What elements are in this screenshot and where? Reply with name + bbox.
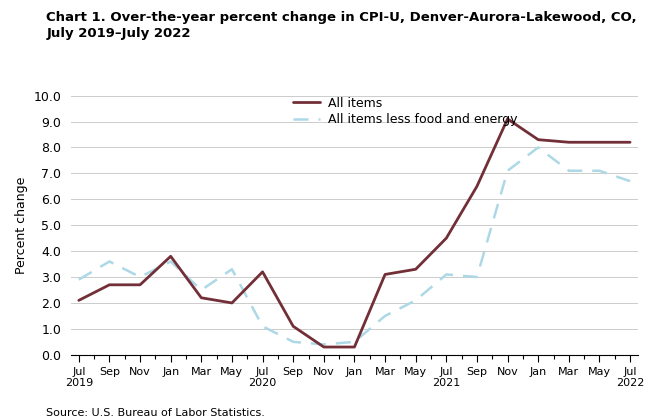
All items [75, 298, 82, 303]
All items [320, 344, 328, 349]
All items [197, 295, 205, 300]
All items less food and energy [565, 168, 573, 173]
All items [442, 236, 450, 241]
All items [534, 137, 542, 142]
All items less food and energy [289, 339, 297, 344]
All items [350, 344, 358, 349]
All items less food and energy [106, 259, 114, 264]
All items [259, 269, 267, 274]
All items less food and energy [504, 168, 512, 173]
All items less food and energy [350, 339, 358, 344]
All items [595, 140, 603, 145]
Line: All items: All items [79, 119, 630, 347]
All items less food and energy [626, 178, 634, 184]
All items less food and energy [412, 298, 420, 303]
All items less food and energy [595, 168, 603, 173]
All items less food and energy [381, 313, 389, 318]
All items [626, 140, 634, 145]
Legend: All items, All items less food and energy: All items, All items less food and energ… [292, 97, 517, 126]
All items less food and energy [228, 267, 236, 272]
Text: Source: U.S. Bureau of Labor Statistics.: Source: U.S. Bureau of Labor Statistics. [46, 408, 265, 418]
All items less food and energy [197, 287, 205, 292]
All items [167, 254, 175, 259]
All items [381, 272, 389, 277]
All items [136, 282, 144, 287]
All items [412, 267, 420, 272]
All items less food and energy [75, 277, 82, 282]
All items less food and energy [473, 275, 481, 280]
All items less food and energy [136, 275, 144, 280]
All items [106, 282, 114, 287]
All items less food and energy [259, 324, 267, 329]
Text: July 2019–July 2022: July 2019–July 2022 [46, 27, 191, 40]
All items less food and energy [442, 272, 450, 277]
All items [504, 116, 512, 121]
Y-axis label: Percent change: Percent change [15, 176, 28, 274]
Text: Chart 1. Over-the-year percent change in CPI-U, Denver-Aurora-Lakewood, CO,: Chart 1. Over-the-year percent change in… [46, 10, 637, 24]
Line: All items less food and energy: All items less food and energy [79, 147, 630, 344]
All items [565, 140, 573, 145]
All items less food and energy [534, 145, 542, 150]
All items less food and energy [320, 342, 328, 347]
All items [473, 184, 481, 189]
All items [228, 300, 236, 305]
All items [289, 324, 297, 329]
All items less food and energy [167, 259, 175, 264]
